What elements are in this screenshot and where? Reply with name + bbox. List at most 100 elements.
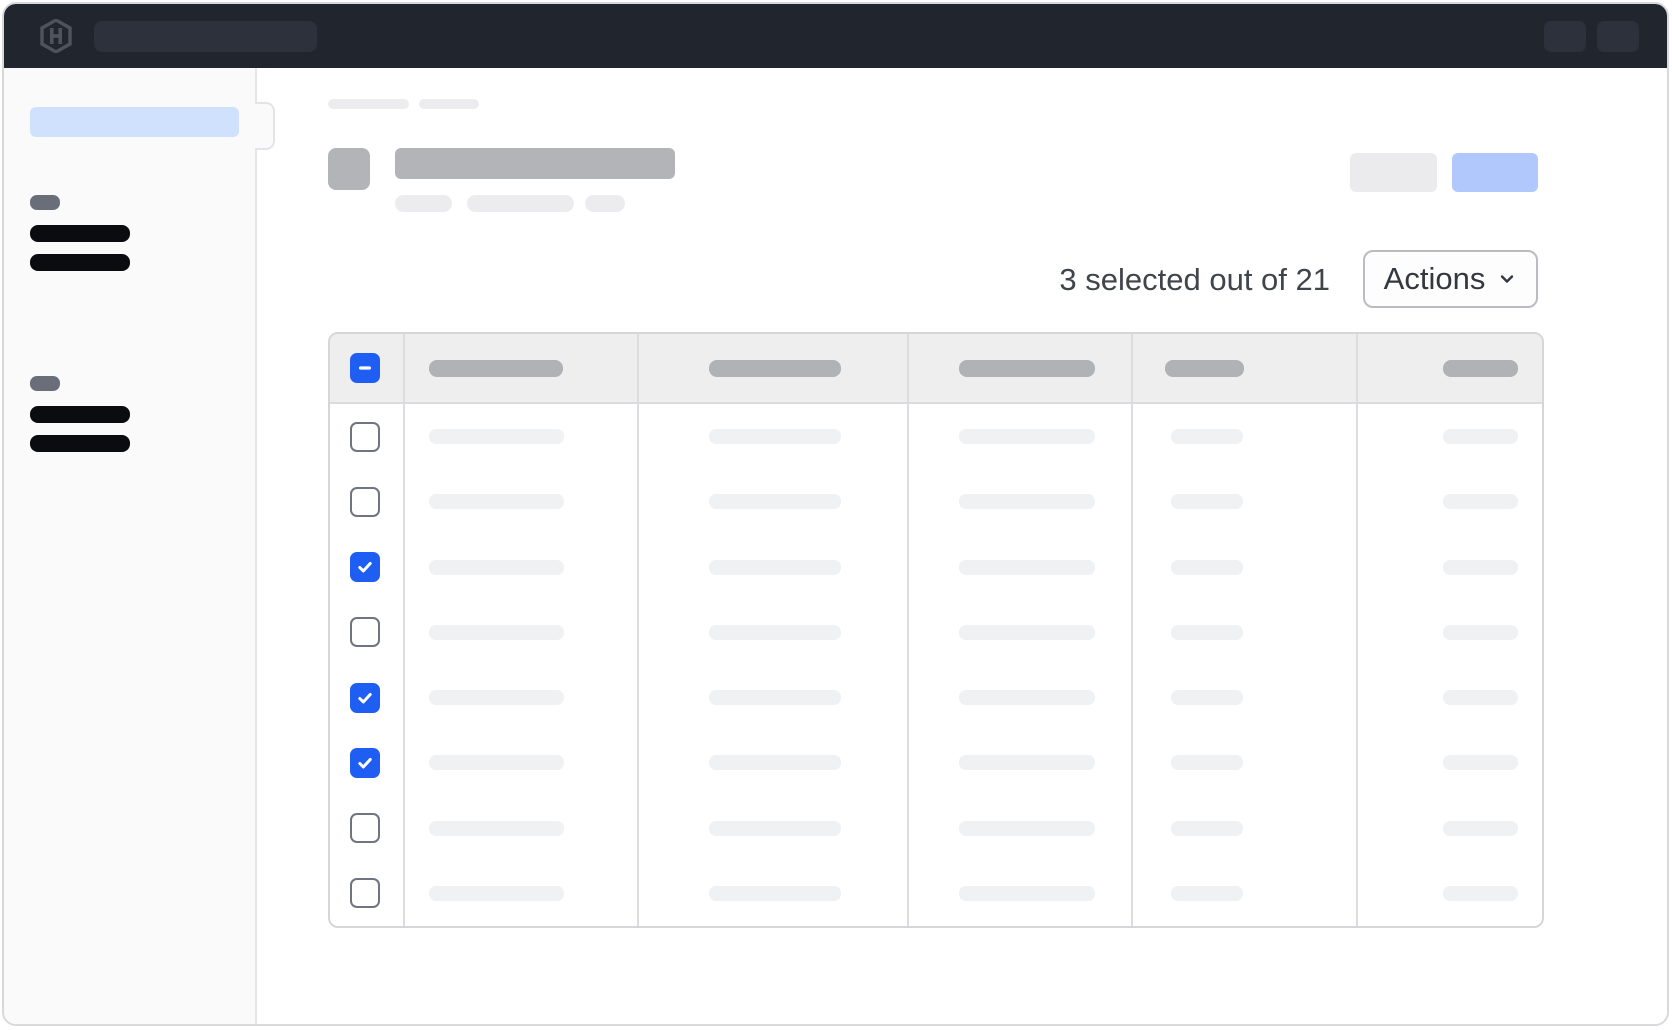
sidebar-item-skeleton[interactable]: [30, 254, 130, 271]
sidebar-item-skeleton[interactable]: [30, 225, 130, 242]
table-body: [330, 404, 1542, 926]
cell-skeleton: [1131, 795, 1356, 861]
cell-skeleton: [907, 860, 1131, 926]
row-select-cell: [330, 861, 403, 926]
row-checkbox[interactable]: [350, 682, 380, 713]
row-select-cell: [330, 469, 403, 534]
hashicorp-logo-icon: [40, 19, 72, 53]
navbar-button-skeleton-1[interactable]: [1544, 21, 1586, 52]
navbar-search-skeleton[interactable]: [94, 21, 317, 52]
primary-button-skeleton[interactable]: [1452, 153, 1538, 192]
table-row: [330, 795, 1542, 861]
row-select-cell: [330, 796, 403, 861]
select-all-cell: [330, 334, 403, 402]
cell-skeleton: [1131, 860, 1356, 926]
cell-skeleton: [403, 665, 637, 731]
check-icon: [358, 692, 372, 704]
column-header-skeleton: [907, 334, 1131, 402]
cell-skeleton: [403, 469, 637, 535]
cell-skeleton: [1131, 469, 1356, 535]
cell-skeleton: [1356, 404, 1542, 470]
check-icon: [358, 757, 372, 769]
table-row: [330, 860, 1542, 926]
sidebar: [4, 68, 275, 1024]
row-select-cell: [330, 535, 403, 600]
cell-skeleton: [403, 860, 637, 926]
cell-skeleton: [907, 599, 1131, 665]
table-row: [330, 469, 1542, 535]
badge-skeleton-2: [467, 195, 574, 212]
cell-skeleton: [637, 469, 907, 535]
cell-skeleton: [907, 665, 1131, 731]
cell-skeleton: [637, 534, 907, 600]
cell-skeleton: [1356, 469, 1542, 535]
badge-skeleton-3: [585, 195, 625, 212]
sidebar-section-label-skeleton: [30, 376, 60, 391]
badge-skeleton-1: [395, 195, 452, 212]
cell-skeleton: [403, 795, 637, 861]
navbar-button-skeleton-2[interactable]: [1597, 21, 1639, 52]
column-header-skeleton: [403, 334, 637, 402]
actions-button[interactable]: Actions: [1363, 250, 1538, 308]
cell-skeleton: [403, 404, 637, 470]
cell-skeleton: [637, 730, 907, 796]
cell-skeleton: [637, 795, 907, 861]
row-checkbox[interactable]: [350, 486, 380, 517]
indeterminate-icon: [359, 366, 371, 370]
main-content: 3 selected out of 21 Actions: [257, 68, 1667, 1024]
row-checkbox[interactable]: [350, 617, 380, 648]
cell-skeleton: [1356, 665, 1542, 731]
cell-skeleton: [1131, 404, 1356, 470]
cell-skeleton: [907, 730, 1131, 796]
page-icon-skeleton: [328, 148, 370, 190]
cell-skeleton: [1356, 860, 1542, 926]
row-select-cell: [330, 665, 403, 730]
chevron-down-icon: [1501, 275, 1514, 283]
cell-skeleton: [907, 795, 1131, 861]
column-header-skeleton: [637, 334, 907, 402]
table-row: [330, 665, 1542, 731]
sidebar-collapse-toggle[interactable]: [255, 102, 275, 150]
cell-skeleton: [637, 404, 907, 470]
column-header-skeleton: [1131, 334, 1356, 402]
breadcrumb-skeleton-1: [328, 99, 409, 109]
row-checkbox[interactable]: [350, 878, 380, 909]
row-checkbox[interactable]: [350, 813, 380, 844]
row-checkbox[interactable]: [350, 552, 380, 583]
table-row: [330, 404, 1542, 470]
table-row: [330, 730, 1542, 796]
cell-skeleton: [403, 534, 637, 600]
cell-skeleton: [1356, 599, 1542, 665]
top-navbar: [4, 4, 1667, 68]
cell-skeleton: [403, 599, 637, 665]
actions-button-label: Actions: [1383, 261, 1486, 296]
cell-skeleton: [907, 534, 1131, 600]
row-select-cell: [330, 600, 403, 665]
sidebar-item-skeleton[interactable]: [30, 435, 130, 452]
table-row: [330, 534, 1542, 600]
row-checkbox[interactable]: [350, 421, 380, 452]
cell-skeleton: [1356, 730, 1542, 796]
breadcrumb-skeleton-2: [419, 99, 479, 109]
sidebar-item-skeleton[interactable]: [30, 406, 130, 423]
select-all-checkbox[interactable]: [350, 353, 380, 383]
page-title-skeleton: [395, 148, 675, 179]
app-body: 3 selected out of 21 Actions: [4, 68, 1667, 1024]
data-table: [328, 332, 1544, 928]
sidebar-section-label-skeleton: [30, 195, 60, 210]
secondary-button-skeleton[interactable]: [1350, 153, 1437, 192]
cell-skeleton: [1131, 599, 1356, 665]
sidebar-active-item-skeleton[interactable]: [30, 107, 239, 137]
cell-skeleton: [1356, 534, 1542, 600]
cell-skeleton: [907, 404, 1131, 470]
cell-skeleton: [1131, 534, 1356, 600]
table-row: [330, 599, 1542, 665]
cell-skeleton: [403, 730, 637, 796]
row-checkbox[interactable]: [350, 747, 380, 778]
table-header-row: [330, 334, 1542, 404]
cell-skeleton: [637, 665, 907, 731]
check-icon: [358, 562, 372, 573]
row-select-cell: [330, 404, 403, 469]
